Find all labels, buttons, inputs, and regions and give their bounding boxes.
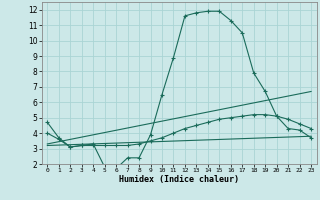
X-axis label: Humidex (Indice chaleur): Humidex (Indice chaleur) xyxy=(119,175,239,184)
